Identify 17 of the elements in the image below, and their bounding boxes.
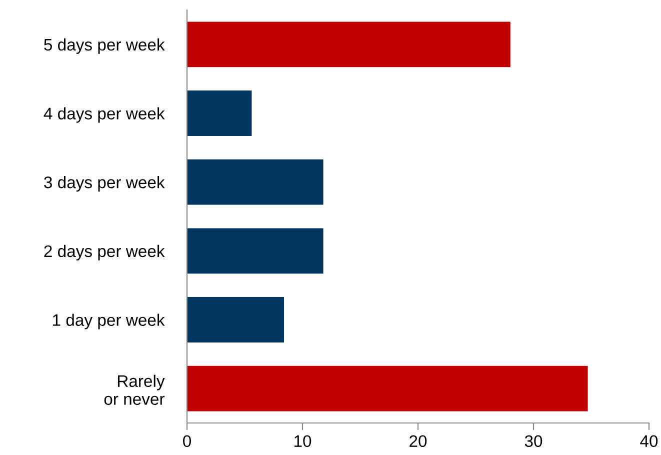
x-tick-label: 30 <box>524 435 542 448</box>
x-tick-label: 40 <box>640 435 658 448</box>
bar <box>187 366 588 412</box>
y-tick-label: 3 days per week <box>44 176 165 192</box>
x-tick-label: 20 <box>410 435 427 448</box>
x-tick-label: 0 <box>183 435 191 448</box>
bar <box>187 228 324 274</box>
y-tick-label: 2 days per week <box>44 244 165 260</box>
y-tick-label: Rarely or never <box>104 374 165 405</box>
y-tick-label: 1 day per week <box>53 314 165 330</box>
x-tick-label: 10 <box>294 435 312 448</box>
bar <box>187 90 252 136</box>
bar <box>187 22 510 68</box>
y-tick-label: 5 days per week <box>44 38 165 54</box>
bar <box>187 159 324 205</box>
y-tick-label: 4 days per week <box>44 107 165 123</box>
bar <box>187 297 284 342</box>
